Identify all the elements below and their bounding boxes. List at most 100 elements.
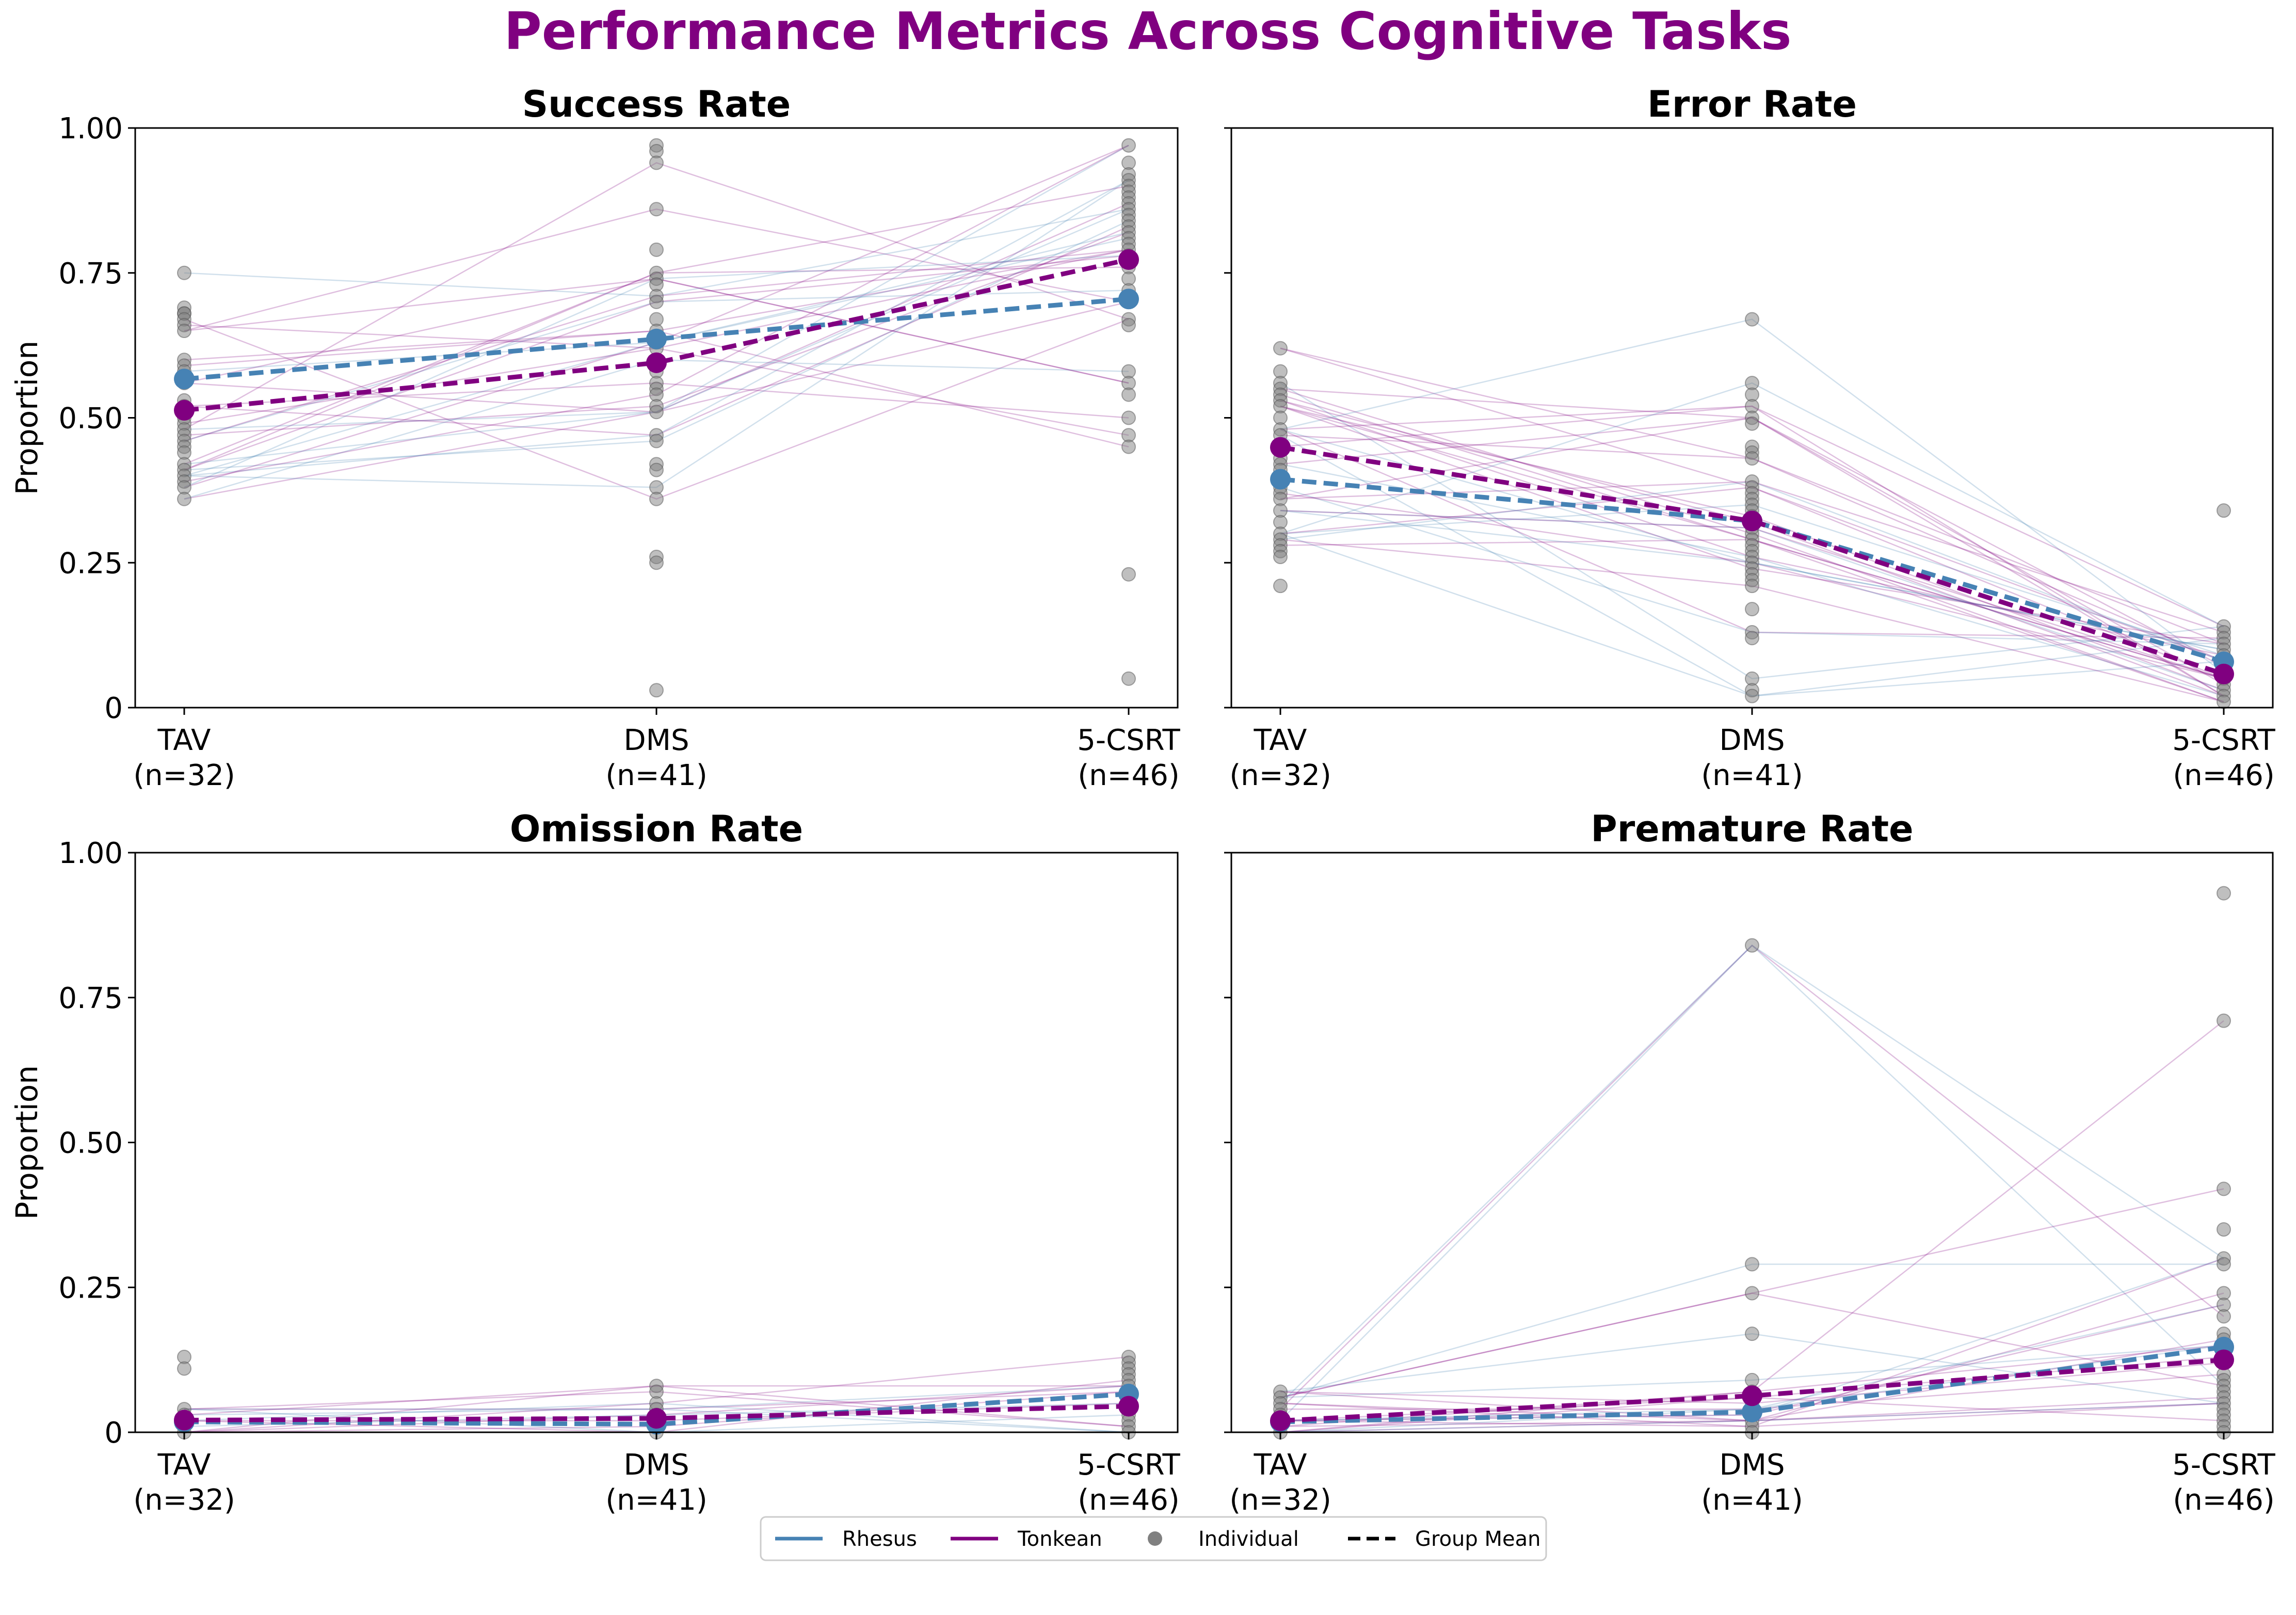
- series-tonkean: [174, 1396, 1139, 1431]
- individual-point: [649, 294, 664, 309]
- individual-point: [1745, 1326, 1759, 1341]
- group-mean-point: [1742, 1401, 1762, 1422]
- individual-point: [1745, 689, 1759, 703]
- individual-point: [649, 434, 664, 449]
- group-mean-point: [1270, 437, 1291, 458]
- individual-point: [1745, 631, 1759, 646]
- legend-item-rhesus: Rhesus: [775, 1527, 917, 1551]
- legend-label: Group Mean: [1415, 1527, 1540, 1551]
- x-tick-label: 5-CSRT (n=46): [2172, 724, 2275, 792]
- individual-point: [2217, 1222, 2231, 1237]
- legend-item-group-mean: Group Mean: [1348, 1527, 1540, 1551]
- individual-point: [1121, 439, 1136, 454]
- individual-point: [1745, 312, 1759, 327]
- x-tick-label-line: (n=41): [1701, 1483, 1803, 1517]
- individual-point: [2217, 1181, 2231, 1196]
- x-tick-label-line: (n=46): [1078, 759, 1179, 792]
- group-mean-point: [2213, 663, 2234, 684]
- individual-point: [1745, 602, 1759, 617]
- x-tick-label-line: (n=32): [1229, 1483, 1331, 1517]
- individual-point: [649, 405, 664, 420]
- group-mean-point: [1118, 289, 1139, 310]
- y-tick-label: 0.25: [58, 1271, 123, 1305]
- individual-point: [1121, 671, 1136, 686]
- individual-point: [649, 462, 664, 477]
- individual-point: [1745, 938, 1759, 953]
- individual-point: [1121, 567, 1136, 582]
- series-tonkean: [1270, 1349, 2234, 1431]
- x-tick-label-line: (n=32): [1229, 759, 1331, 792]
- y-tick-label: 0: [104, 692, 123, 725]
- legend-label: Rhesus: [842, 1527, 917, 1551]
- y-tick-label: 0.75: [58, 982, 123, 1015]
- x-tick-label: DMS (n=41): [605, 724, 707, 792]
- individual-point: [649, 242, 664, 257]
- axes-frame: [134, 852, 1179, 1433]
- individual-point: [2217, 1309, 2231, 1324]
- x-tick-label: 5-CSRT (n=46): [1077, 724, 1180, 792]
- legend-item-tonkean: Tonkean: [951, 1527, 1102, 1551]
- x-tick-label: 5-CSRT (n=46): [1077, 1448, 1180, 1517]
- x-tick-label-line: 5-CSRT: [1077, 724, 1180, 757]
- x-tick-label: TAV (n=32): [1229, 724, 1331, 792]
- individual-point: [1745, 416, 1759, 431]
- group-mean-line: [1280, 1345, 2224, 1425]
- individual-point: [1121, 387, 1136, 402]
- individual-point: [1273, 550, 1288, 565]
- x-tick-label-line: 5-CSRT: [2172, 1448, 2275, 1482]
- individual-point: [1745, 451, 1759, 466]
- group-mean-point: [1270, 469, 1291, 490]
- series-tonkean: [1270, 437, 2234, 684]
- individual-point: [1745, 1257, 1759, 1272]
- legend-label: Individual: [1198, 1527, 1299, 1551]
- panel-title: Success Rate: [522, 83, 791, 125]
- group-mean-point: [1270, 1410, 1291, 1431]
- group-mean-line: [184, 1392, 1129, 1427]
- individual-point: [177, 491, 191, 506]
- individual-point: [1745, 579, 1759, 594]
- individual-point: [2217, 694, 2231, 709]
- chart-panel-3: Omission Rate 0 0.25 0.50 0.75 1.00 Proportion…: [9, 808, 1181, 1517]
- x-tick-label-line: 5-CSRT: [1077, 1448, 1180, 1482]
- x-tick-label: 5-CSRT (n=46): [2172, 1448, 2275, 1517]
- individual-point: [649, 555, 664, 570]
- y-tick-label: 0.75: [58, 257, 123, 291]
- group-mean-point: [174, 399, 195, 421]
- figure-title: Performance Metrics Across Cognitive Tas…: [504, 1, 1791, 61]
- individual-point: [649, 202, 664, 217]
- individual-point: [1121, 317, 1136, 332]
- group-mean-point: [646, 1408, 667, 1429]
- individual-points: [1273, 886, 2231, 1440]
- individual-point: [2217, 1013, 2231, 1028]
- individual-point: [1121, 138, 1136, 153]
- y-tick-label: 0.50: [58, 402, 123, 436]
- x-tick-label-line: (n=46): [2173, 1483, 2274, 1517]
- y-tick-label: 0.25: [58, 547, 123, 580]
- x-tick-label-line: (n=46): [2173, 759, 2274, 792]
- group-mean-line: [184, 257, 1129, 413]
- individual-point: [2217, 503, 2231, 518]
- individual-trajectory: [1280, 944, 2224, 1421]
- x-tick-label-line: DMS: [624, 724, 689, 757]
- group-mean-point: [1742, 510, 1762, 532]
- individual-lines: [1280, 944, 2224, 1433]
- x-tick-label-line: TAV: [157, 1448, 211, 1482]
- x-tick-label-line: (n=41): [605, 759, 707, 792]
- x-tick-label-line: TAV: [1254, 1448, 1307, 1482]
- group-mean-line: [184, 296, 1129, 381]
- individual-point: [177, 324, 191, 339]
- individual-point: [1121, 410, 1136, 425]
- x-tick-label-line: TAV: [157, 724, 211, 757]
- x-tick-label: TAV (n=32): [133, 1448, 235, 1517]
- individual-point: [649, 491, 664, 506]
- group-mean-point: [646, 328, 667, 349]
- y-axis-label: Proportion: [9, 341, 44, 495]
- individual-point: [1273, 341, 1288, 356]
- individual-point: [649, 155, 664, 170]
- y-tick-label: 0.50: [58, 1127, 123, 1160]
- chart-panels: Success Rate 0 0.25 0.50 0.75 1.00 Proportion T…: [9, 83, 2276, 1517]
- group-mean-line: [1280, 477, 2225, 664]
- group-mean-line: [184, 1403, 1129, 1422]
- individual-point: [177, 265, 191, 280]
- legend-label: Tonkean: [1017, 1527, 1102, 1551]
